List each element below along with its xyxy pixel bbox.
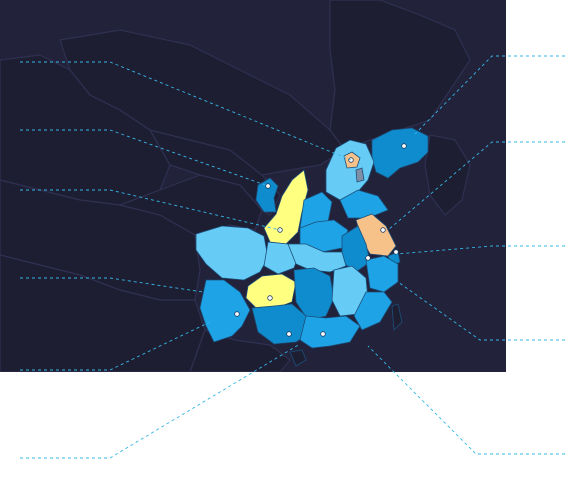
leader-line-shanghai [395, 245, 565, 255]
marker-shanghai[interactable] [393, 249, 399, 255]
leader-line-guangdong [20, 343, 301, 459]
marker-yunnan[interactable] [234, 311, 240, 317]
island-taiwan [391, 303, 403, 331]
marker-inner-mongolia[interactable] [265, 183, 271, 189]
korea-region [424, 134, 471, 216]
leader-line-shandong [387, 141, 565, 231]
northeast-region [329, 0, 471, 151]
marker-heilongjiang[interactable] [401, 143, 407, 149]
province-hunan[interactable] [293, 267, 335, 321]
qinghai-region [117, 174, 263, 236]
province-tianjin[interactable] [355, 167, 365, 183]
island-hainan [289, 349, 307, 367]
province-fujian[interactable] [353, 291, 393, 331]
province-guangdong[interactable] [299, 315, 361, 349]
province-guizhou[interactable] [245, 273, 297, 309]
leader-line-inner-mongolia [20, 129, 269, 187]
province-inner-mongolia[interactable] [255, 177, 279, 213]
south-asia-region [0, 254, 206, 372]
marker-shandong[interactable] [380, 227, 386, 233]
province-heilongjiang[interactable] [371, 127, 429, 179]
leader-line-shaanxi [20, 189, 281, 231]
marker-guangxi[interactable] [286, 331, 292, 337]
province-shandong[interactable] [339, 189, 389, 219]
mongolia-region [59, 29, 346, 176]
leader-line-beijing [20, 61, 352, 161]
province-hubei[interactable] [287, 243, 347, 273]
provinces-layer [195, 127, 429, 367]
background-regions [0, 0, 471, 372]
leader-line-guangxi [20, 321, 211, 371]
leader-line-heilongjiang [414, 55, 565, 135]
leader-lines [20, 55, 565, 459]
province-zhejiang[interactable] [365, 255, 399, 293]
province-yunnan[interactable] [199, 279, 251, 343]
marker-guizhou[interactable] [267, 295, 273, 301]
marker-zhejiang[interactable] [365, 255, 371, 261]
marker-guangdong[interactable] [320, 331, 326, 337]
markers-layer [234, 143, 407, 337]
leader-line-zhejiang [397, 281, 565, 341]
province-sichuan[interactable] [195, 225, 269, 281]
leader-line-yunnan [20, 277, 204, 293]
